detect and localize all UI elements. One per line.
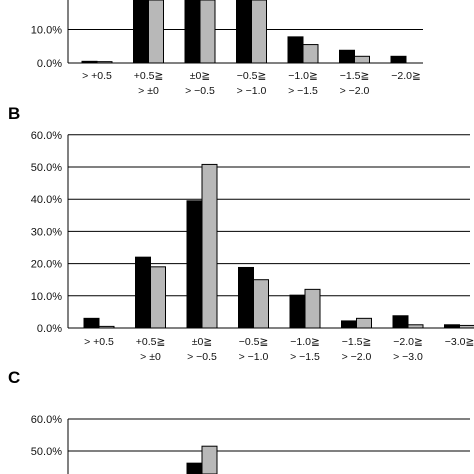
y-tick-label: 50.0% [31, 162, 62, 174]
x-tick-label: > +0.5 [82, 70, 112, 82]
panel-b-chart: B 0.0% 10.0% 20.0% 30.0% 40.0% 50.0% 60.0% > +0.… [8, 104, 474, 363]
bar-series-2 [356, 317, 372, 329]
x-tick-label: > ±0 [138, 85, 159, 97]
y-tick-label: 0.0% [37, 58, 62, 70]
bar-series-1 [81, 60, 98, 64]
x-tick-label: > −0.5 [187, 351, 217, 363]
y-tick-label: 10.0% [31, 291, 62, 303]
x-tick-label: > −3.0 [393, 351, 423, 363]
bar-series-1 [341, 320, 357, 329]
x-tick-label: +0.5≧ [134, 70, 164, 82]
bar-series-1 [238, 266, 254, 329]
y-tick-label: 60.0% [31, 130, 62, 142]
bar-series-2 [354, 55, 370, 64]
x-tick-label: > −2.0 [340, 85, 370, 97]
bar-series-2 [148, 0, 164, 64]
x-tick-label: > −1.5 [288, 85, 318, 97]
bar-series-2 [251, 0, 267, 64]
bar-series-2 [98, 325, 115, 329]
bar-series-2 [253, 279, 269, 329]
x-tick-label: −1.5≧ [340, 70, 370, 82]
bar-series-2 [199, 0, 216, 64]
x-tick-label: −1.0≧ [290, 336, 320, 348]
bar-series-2 [302, 44, 319, 64]
x-tick-label: −3.0≧ [445, 336, 474, 348]
x-tick-label: > −1.0 [237, 85, 267, 97]
bar-series-2 [407, 324, 424, 329]
bar-series-1 [289, 294, 306, 329]
x-tick-label: > +0.5 [84, 336, 114, 348]
y-tick-label: 20.0% [31, 259, 62, 271]
bar-series-2 [201, 163, 218, 329]
bar-series-2 [459, 324, 474, 329]
x-tick-label: −1.0≧ [288, 70, 318, 82]
bar-series-2 [150, 266, 166, 329]
bar-series-1 [133, 0, 149, 64]
bar-series-2 [201, 445, 218, 474]
x-tick-label: ±0≧ [192, 336, 213, 348]
panel-letter: B [8, 104, 20, 123]
bar-series-2 [304, 288, 321, 329]
bar-series-1 [236, 0, 252, 64]
x-tick-label: −1.5≧ [342, 336, 372, 348]
y-tick-label: 0.0% [37, 323, 62, 335]
bar-series-1 [392, 315, 409, 329]
bar-series-1 [184, 0, 201, 64]
panel-a-chart: 0.0% 10.0% > +0.5 +0.5≧ > ±0 ±0≧ > −0.5 −0.5≧ > … [31, 0, 423, 97]
bar-series-1 [287, 36, 304, 64]
y-tick-label: 30.0% [31, 226, 62, 238]
x-tick-label: > ±0 [140, 351, 161, 363]
panel-c-chart: C 50.0% 60.0% [8, 368, 470, 474]
x-tick-label: > −2.0 [342, 351, 372, 363]
y-tick-label: 50.0% [31, 446, 62, 458]
x-tick-label: ±0≧ [190, 70, 211, 82]
bar-series-1 [186, 200, 203, 329]
x-tick-label: −0.5≧ [239, 336, 269, 348]
bar-series-1 [444, 324, 460, 329]
bar-series-1 [83, 317, 100, 329]
bar-series-1 [135, 256, 151, 329]
x-tick-label: −0.5≧ [237, 70, 267, 82]
x-tick-label: > −1.0 [239, 351, 269, 363]
x-tick-label: > −1.5 [290, 351, 320, 363]
bar-series-1 [186, 462, 203, 474]
bar-series-2 [96, 61, 113, 64]
y-tick-label: 40.0% [31, 194, 62, 206]
x-tick-label: +0.5≧ [136, 336, 166, 348]
x-tick-label: −2.0≧ [393, 336, 423, 348]
bar-series-1 [390, 55, 407, 64]
bar-series-1 [339, 49, 355, 64]
y-tick-label: 10.0% [31, 25, 62, 37]
x-tick-label: > −0.5 [185, 85, 215, 97]
x-tick-label: −2.0≧ [391, 70, 421, 82]
panel-letter: C [8, 368, 20, 387]
y-tick-label: 60.0% [31, 414, 62, 426]
